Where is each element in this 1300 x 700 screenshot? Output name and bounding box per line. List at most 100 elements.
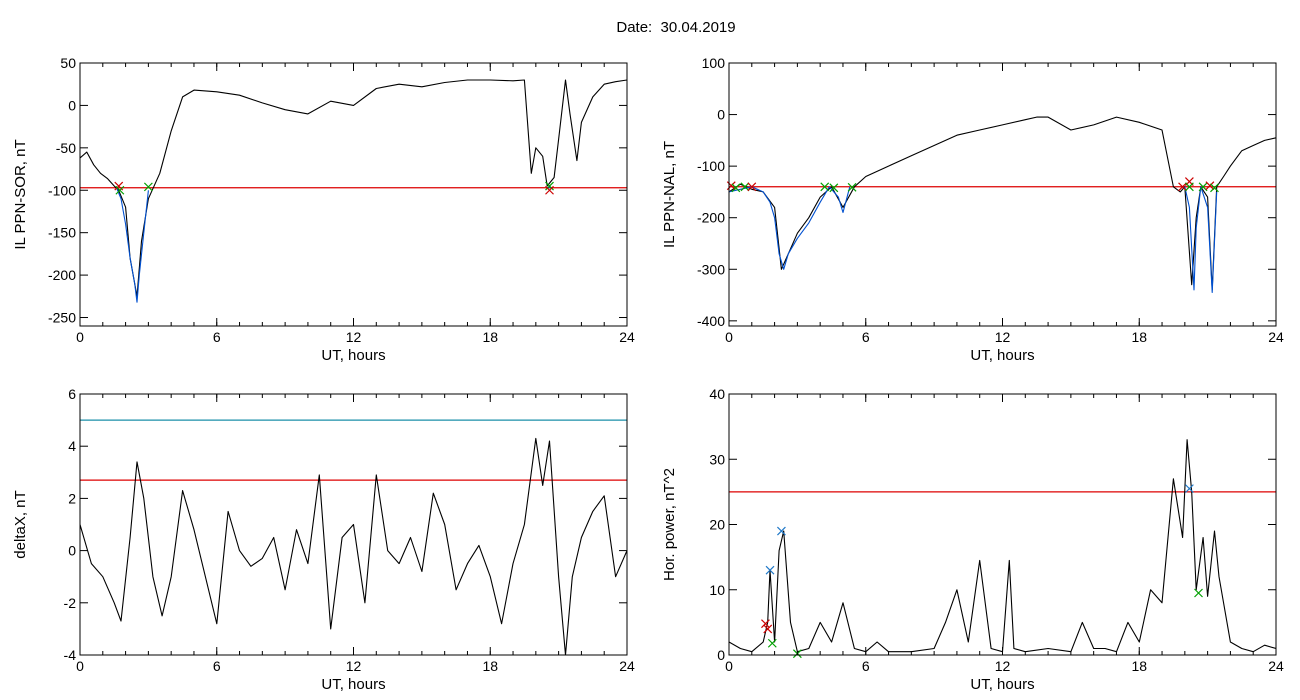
y-tick-label: 0 xyxy=(68,543,76,559)
marker-stroke xyxy=(829,183,839,193)
marker-green-x xyxy=(1184,182,1194,192)
marker-stroke xyxy=(114,181,124,191)
x-tick-label: 24 xyxy=(619,658,635,674)
x-tick-label: 0 xyxy=(725,329,733,345)
y-tick-label: -50 xyxy=(56,140,76,156)
x-tick-label: 12 xyxy=(346,658,362,674)
marker-red-x xyxy=(1205,181,1215,191)
data-trace-1 xyxy=(729,116,1276,291)
chart-panel-3: 0 6 12 18 24 6 4 2 0 -2 -4 UT, hours deltaX, nT xyxy=(12,386,635,693)
y-tick-label: -200 xyxy=(697,210,725,226)
marker-stroke xyxy=(767,638,777,648)
marker-green-x xyxy=(731,183,741,193)
highlight-trace-2 xyxy=(115,187,149,303)
marker-green-x xyxy=(1210,183,1219,193)
data-trace-1 xyxy=(80,79,627,297)
y-tick-label: 2 xyxy=(68,490,76,506)
y-axis-label: deltaX, nT xyxy=(12,490,29,558)
x-tick-label: 6 xyxy=(213,658,221,674)
x-tick-label: 18 xyxy=(482,658,498,674)
page-title: Date: 30.04.2019 xyxy=(616,19,736,36)
x-axis-label: UT, hours xyxy=(321,676,385,693)
y-tick-label: 0 xyxy=(717,107,725,123)
highlight-trace-3 xyxy=(1184,186,1218,294)
x-tick-label: 24 xyxy=(1268,329,1284,345)
marker-green-x xyxy=(820,182,830,192)
marker-stroke xyxy=(545,185,554,195)
marker-green-x xyxy=(143,182,153,192)
marker-red-x xyxy=(1178,182,1187,192)
x-tick-label: 6 xyxy=(862,329,870,345)
y-axis-label: IL PPN-SOR, nT xyxy=(12,139,29,249)
marker-red-x xyxy=(747,182,757,192)
y-axis-label: Hor. power, nT^2 xyxy=(661,468,678,581)
y-tick-label: 0 xyxy=(717,647,725,663)
y-tick-label: 20 xyxy=(709,517,725,533)
x-tick-label: 6 xyxy=(213,329,221,345)
y-tick-label: -2 xyxy=(64,595,77,611)
y-axis-label: IL PPN-NAL, nT xyxy=(661,141,678,248)
marker-stroke xyxy=(1198,182,1208,192)
marker-red-x xyxy=(763,624,773,634)
y-tick-label: -300 xyxy=(697,261,725,277)
y-tick-label: 0 xyxy=(68,97,76,113)
plot-frame xyxy=(79,62,628,327)
y-tick-label: 10 xyxy=(709,582,725,598)
marker-green-x xyxy=(115,185,125,195)
y-tick-label: -150 xyxy=(48,225,76,241)
marker-stroke xyxy=(1205,181,1215,191)
y-tick-label: 50 xyxy=(60,55,76,71)
y-tick-label: -100 xyxy=(697,158,725,174)
marker-green-x xyxy=(847,182,857,192)
marker-green-x xyxy=(740,182,750,192)
marker-green-x xyxy=(829,183,839,193)
y-tick-label: -250 xyxy=(48,310,76,326)
y-tick-label: -4 xyxy=(64,647,77,663)
marker-red-x xyxy=(761,619,770,629)
chart-panel-4: 0 6 12 18 24 40 30 20 10 0 UT, hours Hor. power, nT… xyxy=(661,386,1284,693)
x-tick-label: 12 xyxy=(346,329,362,345)
y-tick-label: 40 xyxy=(709,386,725,402)
x-tick-label: 12 xyxy=(995,658,1011,674)
y-tick-label: 100 xyxy=(702,55,726,71)
marker-blue-x xyxy=(765,565,775,575)
x-tick-label: 12 xyxy=(995,329,1011,345)
marker-green-x xyxy=(1194,588,1203,598)
x-tick-label: 0 xyxy=(76,658,84,674)
x-tick-label: 6 xyxy=(862,658,870,674)
chart-panel-2: 0 6 12 18 24 100 0 -100 -200 -300 -400 UT, hours IL … xyxy=(661,55,1284,364)
y-tick-label: 6 xyxy=(68,386,76,402)
marker-stroke xyxy=(776,526,786,536)
marker-stroke xyxy=(115,185,125,195)
marker-green-x xyxy=(545,181,554,191)
x-axis-label: UT, hours xyxy=(321,347,385,364)
x-tick-label: 24 xyxy=(619,329,635,345)
marker-stroke xyxy=(761,619,770,629)
x-tick-label: 0 xyxy=(76,329,84,345)
y-tick-label: 4 xyxy=(68,438,76,454)
marker-stroke xyxy=(847,182,857,192)
x-tick-label: 0 xyxy=(725,658,733,674)
marker-stroke xyxy=(545,181,554,191)
x-axis-label: UT, hours xyxy=(970,676,1034,693)
marker-stroke xyxy=(731,183,741,193)
marker-stroke xyxy=(1178,182,1187,192)
marker-stroke xyxy=(1184,182,1194,192)
marker-stroke xyxy=(1184,484,1194,494)
chart-panel-1: 0 6 12 18 24 50 0 -50 -100 -150 -200 -250 UT, hours I… xyxy=(12,55,635,364)
marker-stroke xyxy=(765,565,775,575)
marker-stroke xyxy=(763,624,773,634)
marker-blue-x xyxy=(1184,484,1194,494)
marker-stroke xyxy=(143,182,153,192)
x-axis-label: UT, hours xyxy=(970,347,1034,364)
marker-stroke xyxy=(747,182,757,192)
marker-red-x xyxy=(545,185,554,195)
data-trace-1 xyxy=(729,439,1276,653)
marker-stroke xyxy=(1194,588,1203,598)
x-tick-label: 24 xyxy=(1268,658,1284,674)
y-tick-label: -200 xyxy=(48,267,76,283)
y-tick-label: 30 xyxy=(709,451,725,467)
y-tick-label: -400 xyxy=(697,313,725,329)
highlight-trace-2 xyxy=(729,186,851,270)
